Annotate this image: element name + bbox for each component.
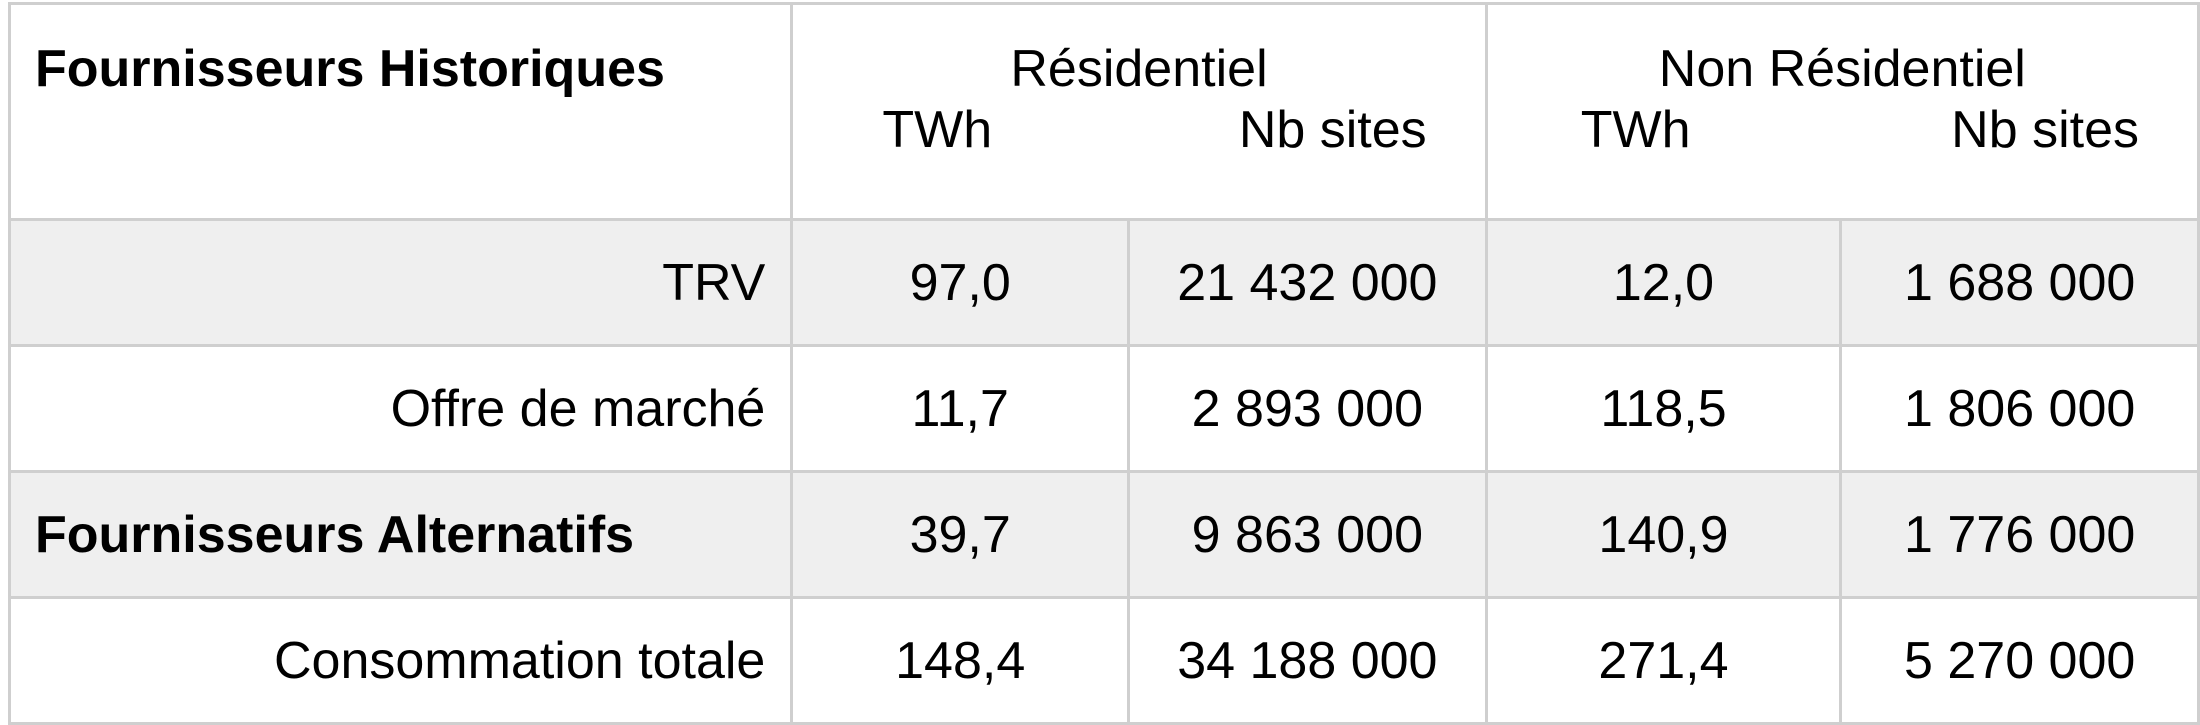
table-row: Consommation totale 148,4 34 188 000 271… [7, 596, 2200, 725]
cell-value: 11,7 [790, 344, 1131, 473]
row-label: Consommation totale [7, 596, 794, 725]
table-row: Offre de marché 11,7 2 893 000 118,5 1 8… [7, 344, 2200, 473]
row-label: TRV [7, 218, 794, 347]
table-frame-edge [8, 2, 11, 697]
table-row: Fournisseurs Alternatifs 39,7 9 863 000 … [7, 470, 2200, 599]
group-title: Résidentiel [1010, 40, 1268, 98]
cell-value: 148,4 [790, 596, 1131, 725]
table-row: TRV 97,0 21 432 000 12,0 1 688 000 [7, 218, 2200, 347]
row-label: Offre de marché [7, 344, 794, 473]
cell-value: 21 432 000 [1127, 218, 1488, 347]
subheader-nb-sites: Nb sites [1951, 101, 2139, 159]
cell-value: 1 776 000 [1839, 470, 2200, 599]
cell-value: 1 688 000 [1839, 218, 2200, 347]
cell-value: 97,0 [790, 218, 1131, 347]
cell-value: 118,5 [1484, 344, 1843, 473]
group-residentiel: Résidentiel TWh Nb sites [790, 2, 1488, 221]
cell-value: 140,9 [1484, 470, 1843, 599]
cell-value: 5 270 000 [1839, 596, 2200, 725]
row-label: Fournisseurs Alternatifs [7, 470, 794, 599]
cell-value: 271,4 [1484, 596, 1843, 725]
cell-value: 9 863 000 [1127, 470, 1488, 599]
table-title: Fournisseurs Historiques [7, 2, 794, 221]
cell-value: 1 806 000 [1839, 344, 2200, 473]
cell-value: 39,7 [790, 470, 1131, 599]
subheader-twh: TWh [1580, 101, 1691, 159]
group-title: Non Résidentiel [1658, 40, 2026, 98]
group-non-residentiel: Non Résidentiel TWh Nb sites [1484, 2, 2200, 221]
consumption-table: Fournisseurs Historiques Résidentiel TWh… [7, 2, 2200, 725]
subheader-twh: TWh [882, 101, 993, 159]
subheader-nb-sites: Nb sites [1238, 101, 1427, 159]
table-page: Fournisseurs Historiques Résidentiel TWh… [7, 2, 2200, 725]
header-row: Fournisseurs Historiques Résidentiel TWh… [7, 2, 2200, 221]
cell-value: 2 893 000 [1127, 344, 1488, 473]
cell-value: 34 188 000 [1127, 596, 1488, 725]
cell-value: 12,0 [1484, 218, 1843, 347]
